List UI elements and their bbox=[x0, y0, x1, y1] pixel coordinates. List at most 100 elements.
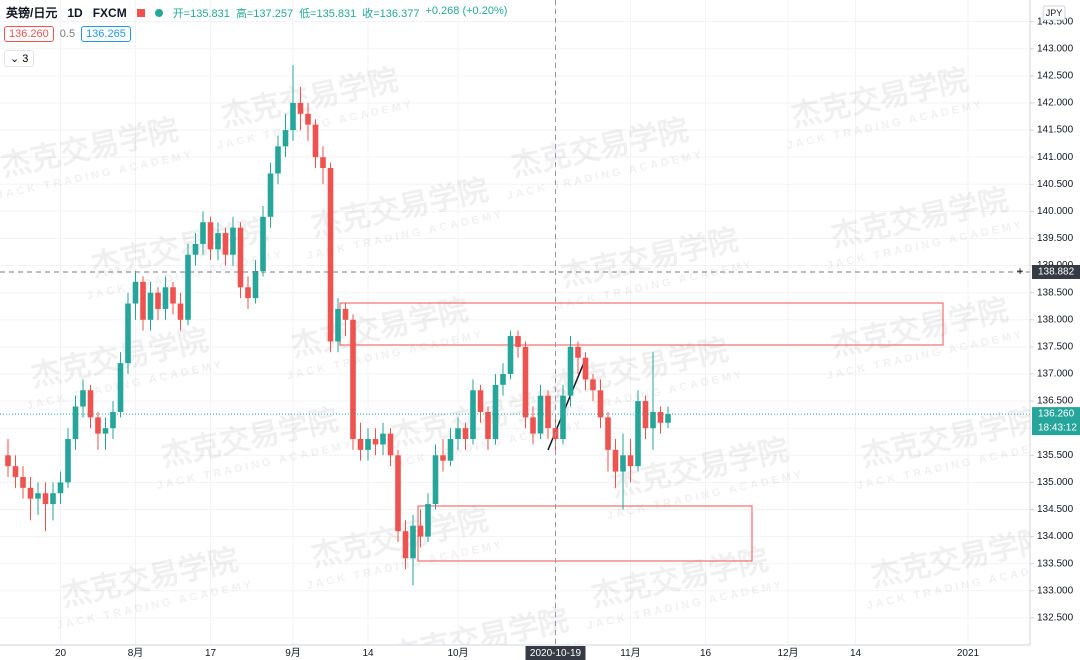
candle-body bbox=[155, 292, 161, 309]
candle-body bbox=[162, 287, 169, 309]
x-tick-label: 12月 bbox=[777, 647, 798, 659]
candle-body bbox=[290, 102, 296, 131]
candle-body bbox=[252, 271, 259, 299]
candle-body bbox=[72, 406, 79, 440]
candle-body bbox=[470, 390, 476, 440]
x-tick-label: 8月 bbox=[128, 647, 144, 659]
indicators-toggle[interactable]: ⌄ 3 bbox=[4, 50, 35, 67]
symbol: 英镑/日元 bbox=[6, 6, 58, 20]
candle-body bbox=[575, 346, 581, 358]
candle-body bbox=[95, 417, 101, 434]
y-tick-label: 133.000 bbox=[1037, 585, 1074, 596]
x-tick-label: 11月 bbox=[620, 647, 640, 659]
candle-body bbox=[140, 281, 146, 320]
interval[interactable]: 1D bbox=[67, 5, 83, 20]
y-tick-label: 141.000 bbox=[1037, 152, 1074, 163]
candle-body bbox=[65, 439, 71, 483]
candle-body bbox=[530, 417, 536, 434]
y-tick-label: 133.500 bbox=[1037, 558, 1074, 569]
candle-body bbox=[635, 401, 641, 467]
candle-body bbox=[402, 531, 409, 559]
sell-button[interactable]: 136.260 bbox=[4, 26, 54, 42]
x-tick-label: 20 bbox=[55, 648, 67, 659]
candle-body bbox=[455, 428, 461, 440]
candle-body bbox=[245, 287, 251, 299]
x-tick-label: 14 bbox=[362, 648, 374, 659]
candle-body bbox=[102, 428, 109, 434]
candle-body bbox=[305, 113, 311, 125]
candle-body bbox=[500, 373, 506, 385]
y-tick-label: 140.000 bbox=[1037, 206, 1074, 217]
candle-body bbox=[327, 168, 334, 342]
y-tick-label: 136.500 bbox=[1037, 396, 1074, 407]
candle-body bbox=[417, 525, 424, 537]
candle-body bbox=[320, 157, 326, 169]
candle-body bbox=[57, 482, 64, 494]
price-axis bbox=[1030, 0, 1080, 660]
candle-body bbox=[132, 281, 139, 304]
candle-body bbox=[80, 390, 86, 407]
candle-body bbox=[185, 254, 191, 320]
candle-body bbox=[357, 439, 364, 450]
buy-button[interactable]: 136.265 bbox=[81, 26, 131, 42]
y-tick-label: 137.500 bbox=[1037, 342, 1074, 353]
candle-body bbox=[42, 493, 49, 505]
x-tick-label: 9月 bbox=[285, 647, 301, 659]
x-tick-label: 14 bbox=[850, 648, 862, 659]
y-tick-label: 143.000 bbox=[1037, 43, 1074, 54]
candle-body bbox=[365, 439, 371, 450]
flag bbox=[136, 8, 145, 17]
y-tick-label: 134.000 bbox=[1037, 531, 1074, 542]
candle-body bbox=[297, 102, 304, 114]
candle-body bbox=[462, 428, 469, 440]
candle-body bbox=[12, 466, 19, 477]
candle-body bbox=[335, 308, 341, 342]
candle-body bbox=[110, 411, 116, 429]
candle-body bbox=[515, 336, 521, 347]
crosshair-date: 2020-10-19 bbox=[530, 648, 582, 659]
legend-item: +0.268 (+0.20%) bbox=[425, 4, 508, 17]
candle-body bbox=[192, 243, 199, 255]
candle-body bbox=[650, 411, 656, 429]
candle-body bbox=[545, 395, 551, 429]
trade-toolbar: 136.260 0.5 136.265 bbox=[4, 26, 131, 42]
candle-body bbox=[87, 390, 94, 418]
candle-body bbox=[387, 433, 394, 456]
legend-item: 高=137.257 bbox=[235, 7, 294, 20]
x-tick-label: 17 bbox=[205, 648, 217, 659]
candle-body bbox=[537, 395, 544, 434]
candle-body bbox=[507, 336, 514, 374]
y-tick-label: 138.000 bbox=[1037, 314, 1074, 325]
candle-body bbox=[582, 357, 589, 380]
candle-body bbox=[432, 455, 439, 505]
last-price-tag-label: 136.260 bbox=[1038, 409, 1075, 420]
candle-body bbox=[350, 319, 356, 440]
candle-body bbox=[215, 233, 221, 250]
candle-body bbox=[117, 363, 124, 412]
candle-body bbox=[485, 411, 491, 440]
indicator-count: 3 bbox=[22, 53, 29, 65]
y-tick-label: 141.500 bbox=[1037, 125, 1074, 136]
y-tick-label: 139.500 bbox=[1037, 233, 1074, 244]
candle-body bbox=[222, 233, 229, 255]
candle-body bbox=[372, 439, 379, 445]
candle-body bbox=[522, 346, 529, 418]
candle-body bbox=[282, 130, 289, 147]
candle-body bbox=[560, 395, 566, 440]
y-tick-label: 137.000 bbox=[1037, 369, 1074, 380]
candle-body bbox=[642, 401, 649, 429]
last-price-tag bbox=[1032, 407, 1080, 436]
candle-body bbox=[447, 439, 454, 461]
candle-body bbox=[605, 417, 611, 450]
candle-body bbox=[567, 346, 574, 396]
